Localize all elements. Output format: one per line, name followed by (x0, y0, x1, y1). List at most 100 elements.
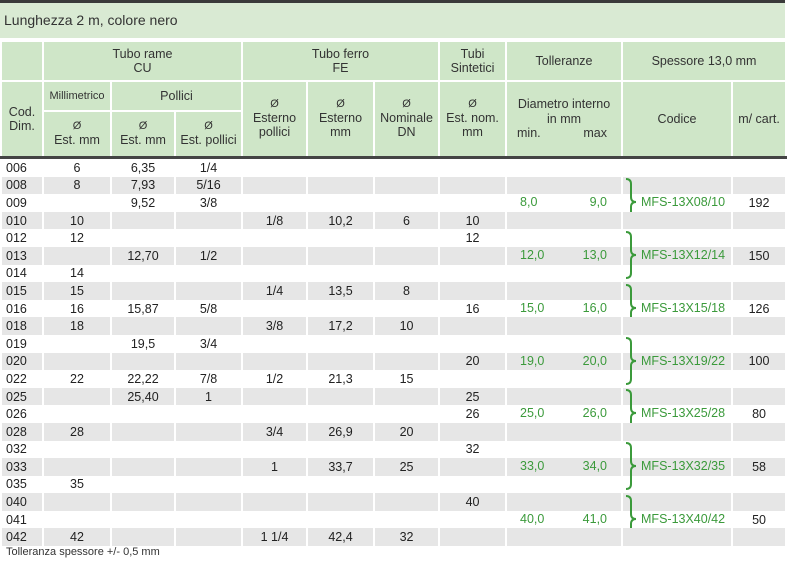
cell-fe-pollici: 3/8 (241, 317, 309, 335)
cell-cu-pollici (173, 229, 244, 247)
cell-cu-pollici-mm (110, 510, 176, 529)
cell-tolleranza (505, 493, 624, 511)
product-code: MFS-13X32/35 (641, 459, 726, 474)
cell-fe-mm: 21,3 (306, 370, 376, 388)
cell-fe-pollici: 1/8 (241, 211, 309, 230)
product-code: MFS-13X12/14 (641, 247, 726, 262)
header-codice: Codice (621, 80, 734, 159)
cell-cu-mm (42, 440, 112, 459)
cell-m-cart (731, 229, 787, 247)
cell-sintetici (438, 246, 508, 265)
cell-fe-mm (306, 475, 376, 494)
cell-cu-mm: 12 (42, 229, 112, 247)
cell-codice (621, 475, 734, 494)
cell-tolleranza (505, 475, 624, 494)
header-tubo-ferro: Tubo ferro FE (241, 40, 441, 82)
cell-tolleranza (505, 440, 624, 459)
cell-cu-pollici-mm: 12,70 (110, 246, 176, 265)
cell-cu-pollici-mm (110, 211, 176, 230)
title-bar: Lunghezza 2 m, colore nero (0, 0, 785, 38)
tubo-rame-sub: CU (133, 61, 152, 75)
cell-fe-pollici (241, 352, 309, 371)
header-cu-est-pollici: Ø Est. pollici (173, 110, 244, 159)
cell-cu-pollici: 3/4 (173, 334, 244, 353)
cell-fe-pollici: 3/4 (241, 422, 309, 441)
cell-tolleranza (505, 317, 624, 335)
cell-fe-mm (306, 264, 376, 283)
footnote: Tolleranza spessore +/- 0,5 mm (6, 546, 160, 558)
cell-fe-mm (306, 334, 376, 353)
cell-cu-mm: 16 (42, 299, 112, 318)
cell-tolleranza: 25,0 26,0 (505, 405, 624, 423)
cell-tolleranza (505, 370, 624, 388)
cell-m-cart: 192 (731, 194, 787, 212)
cell-fe-mm: 26,9 (306, 422, 376, 441)
cell-codice (621, 493, 734, 511)
table-row: 010 10 1/8 10,2 6 10 (0, 211, 787, 230)
cell-fe-dn (373, 475, 441, 494)
esterno-pollici-label: Esterno pollici (252, 110, 297, 140)
cell-codice (621, 334, 734, 353)
cell-tolleranza (505, 229, 624, 247)
cell-tolleranza (505, 264, 624, 283)
header-diametro-interno: Diametro interno in mm min. max (505, 80, 624, 159)
cell-cu-mm: 22 (42, 370, 112, 388)
cell-cu-pollici-mm: 7,93 (110, 176, 176, 195)
tubo-ferro-label: Tubo ferro (311, 46, 370, 61)
cell-fe-dn (373, 493, 441, 511)
cell-cod: 020 (0, 352, 44, 371)
cell-cu-pollici-mm (110, 229, 176, 247)
cell-cu-mm: 42 (42, 528, 112, 547)
dimensions-table: Tubo rame CU Tubo ferro FE Tubi Sintetic… (0, 40, 787, 547)
cell-fe-mm (306, 229, 376, 247)
cell-m-cart (731, 176, 787, 195)
max-label: max (583, 126, 608, 141)
cell-cod: 028 (0, 422, 44, 441)
cell-fe-dn: 20 (373, 422, 441, 441)
cell-fe-mm (306, 510, 376, 529)
cell-tolleranza (505, 157, 624, 177)
cell-cu-mm: 14 (42, 264, 112, 283)
diametro-interno-label: Diametro interno in mm (517, 97, 611, 126)
table-row: 033 1 33,7 25 33,0 34,0 MFS-13X32/35 58 (0, 442, 787, 491)
cell-cod: 022 (0, 370, 44, 388)
cell-codice (621, 176, 734, 195)
cell-fe-pollici (241, 475, 309, 494)
cell-fe-mm: 13,5 (306, 282, 376, 300)
cell-cod: 035 (0, 475, 44, 494)
table-row: 026 26 25,0 26,0 MFS-13X25/28 80 (0, 389, 787, 438)
cell-m-cart: 100 (731, 352, 787, 371)
cell-cod: 033 (0, 458, 44, 476)
cell-cod: 042 (0, 528, 44, 547)
cell-fe-pollici (241, 510, 309, 529)
cell-codice (621, 317, 734, 335)
header-fe-esterno-mm: Ø Esterno mm (306, 80, 376, 159)
m-cart-label: m/ cart. (738, 111, 780, 126)
cell-codice (621, 370, 734, 388)
cell-tolleranza (505, 282, 624, 300)
header-fe-esterno-pollici: Ø Esterno pollici (241, 80, 309, 159)
cell-cu-pollici-mm: 15,87 (110, 299, 176, 318)
cell-cu-pollici (173, 493, 244, 511)
cell-sintetici (438, 334, 508, 353)
cell-fe-pollici (241, 229, 309, 247)
diameter-icon: Ø (336, 98, 345, 111)
cell-tolleranza (505, 422, 624, 441)
cell-tolleranza: 8,0 9,0 (505, 194, 624, 212)
esterno-mm-label: Esterno mm (318, 110, 363, 140)
cell-cu-mm (42, 352, 112, 371)
table-row: 022 22 22,22 7/8 1/2 21,3 15 (0, 370, 787, 388)
header-tubi-sintetici: Tubi Sintetici (438, 40, 508, 82)
table-row: 018 18 3/8 17,2 10 (0, 317, 787, 335)
cell-m-cart (731, 528, 787, 547)
cell-cod: 025 (0, 387, 44, 406)
cod-dim-label: Cod. Dim. (8, 104, 36, 133)
cell-fe-dn (373, 229, 441, 247)
cell-fe-mm (306, 246, 376, 265)
cell-sintetici (438, 458, 508, 476)
pollici-label: Pollici (160, 88, 193, 103)
cell-cod: 009 (0, 194, 44, 212)
cell-fe-dn: 8 (373, 282, 441, 300)
cell-fe-dn: 6 (373, 211, 441, 230)
tol-max-value: 9,0 (589, 195, 608, 210)
